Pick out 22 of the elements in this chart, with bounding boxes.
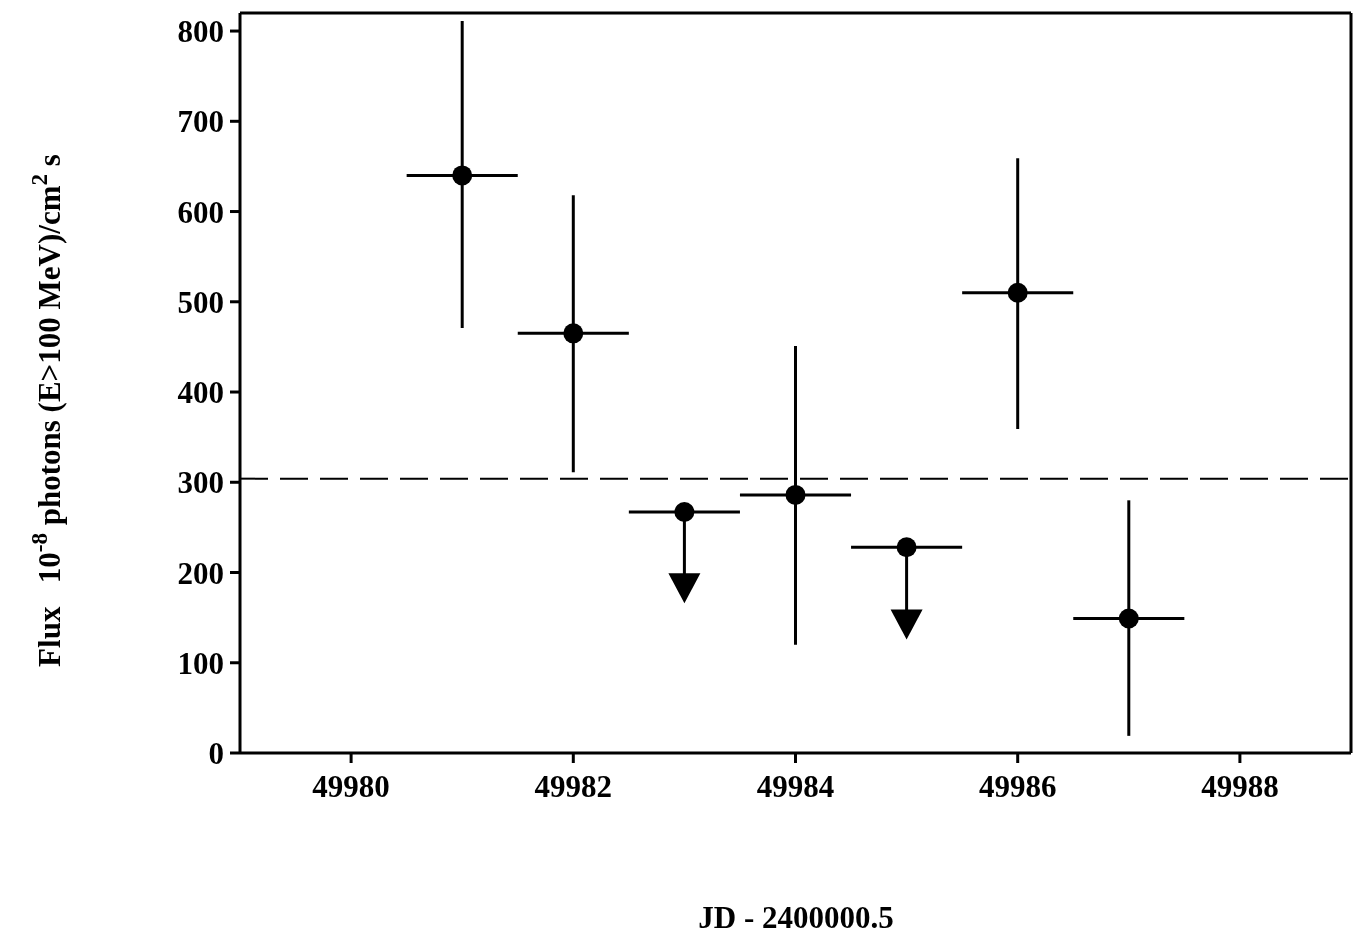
x-tick-label: 49986 xyxy=(978,769,1057,805)
y-tick-label: 800 xyxy=(177,14,224,50)
point xyxy=(674,502,695,523)
y-tick-label: 700 xyxy=(177,104,224,140)
y-tick-label: 0 xyxy=(208,736,224,772)
point xyxy=(452,165,473,186)
x-tick-label: 49984 xyxy=(756,769,835,805)
y-tick-label: 300 xyxy=(177,465,224,501)
x-axis-title: JD - 2400000.5 xyxy=(697,900,895,933)
y-tick-label: 200 xyxy=(177,555,224,591)
x-tick-label: 49982 xyxy=(534,769,613,805)
point xyxy=(1007,282,1028,303)
point xyxy=(1118,608,1139,629)
point xyxy=(785,484,806,505)
y-tick-label: 600 xyxy=(177,194,224,230)
point xyxy=(563,323,584,344)
y-tick-label: 400 xyxy=(177,375,224,411)
x-tick-label: 49980 xyxy=(312,769,390,805)
point xyxy=(896,537,917,558)
y-tick-label: 100 xyxy=(177,645,224,681)
x-tick-label: 49988 xyxy=(1201,769,1279,805)
y-tick-label: 500 xyxy=(177,284,224,320)
